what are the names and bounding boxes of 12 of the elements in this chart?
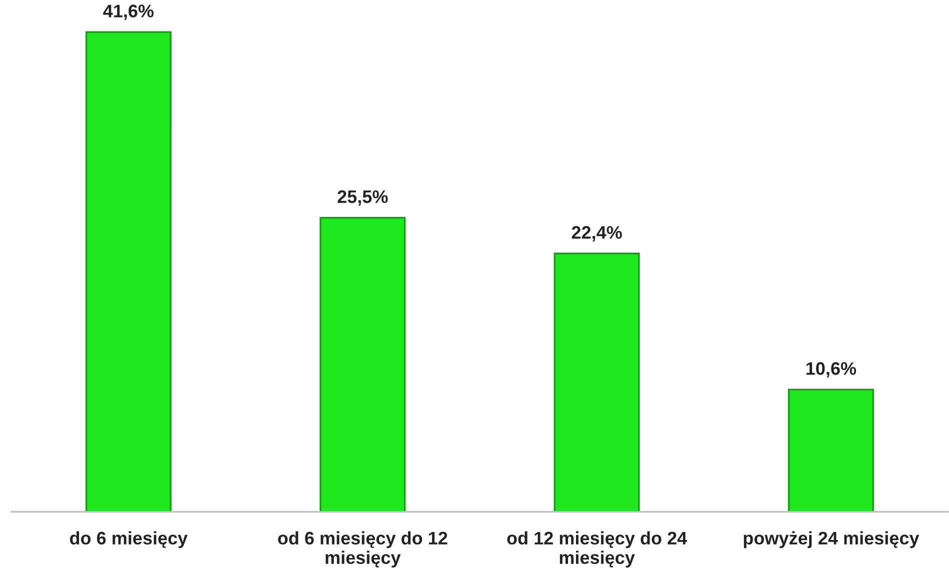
bar [788,388,874,512]
bar [320,216,406,512]
x-tick-label: od 6 miesięcy do 12 miesięcy [278,531,448,568]
data-label: 10,6% [806,362,856,378]
bar [554,252,640,512]
bar [85,31,172,512]
x-tick-label: do 6 miesięcy [70,531,188,548]
data-label: 25,5% [338,190,388,206]
x-tick-label: powyżej 24 miesięcy [744,531,920,548]
data-label: 41,6% [103,4,154,20]
data-label: 22,4% [572,226,622,242]
x-tick-label: od 12 miesięcy do 24 miesięcy [507,531,688,568]
